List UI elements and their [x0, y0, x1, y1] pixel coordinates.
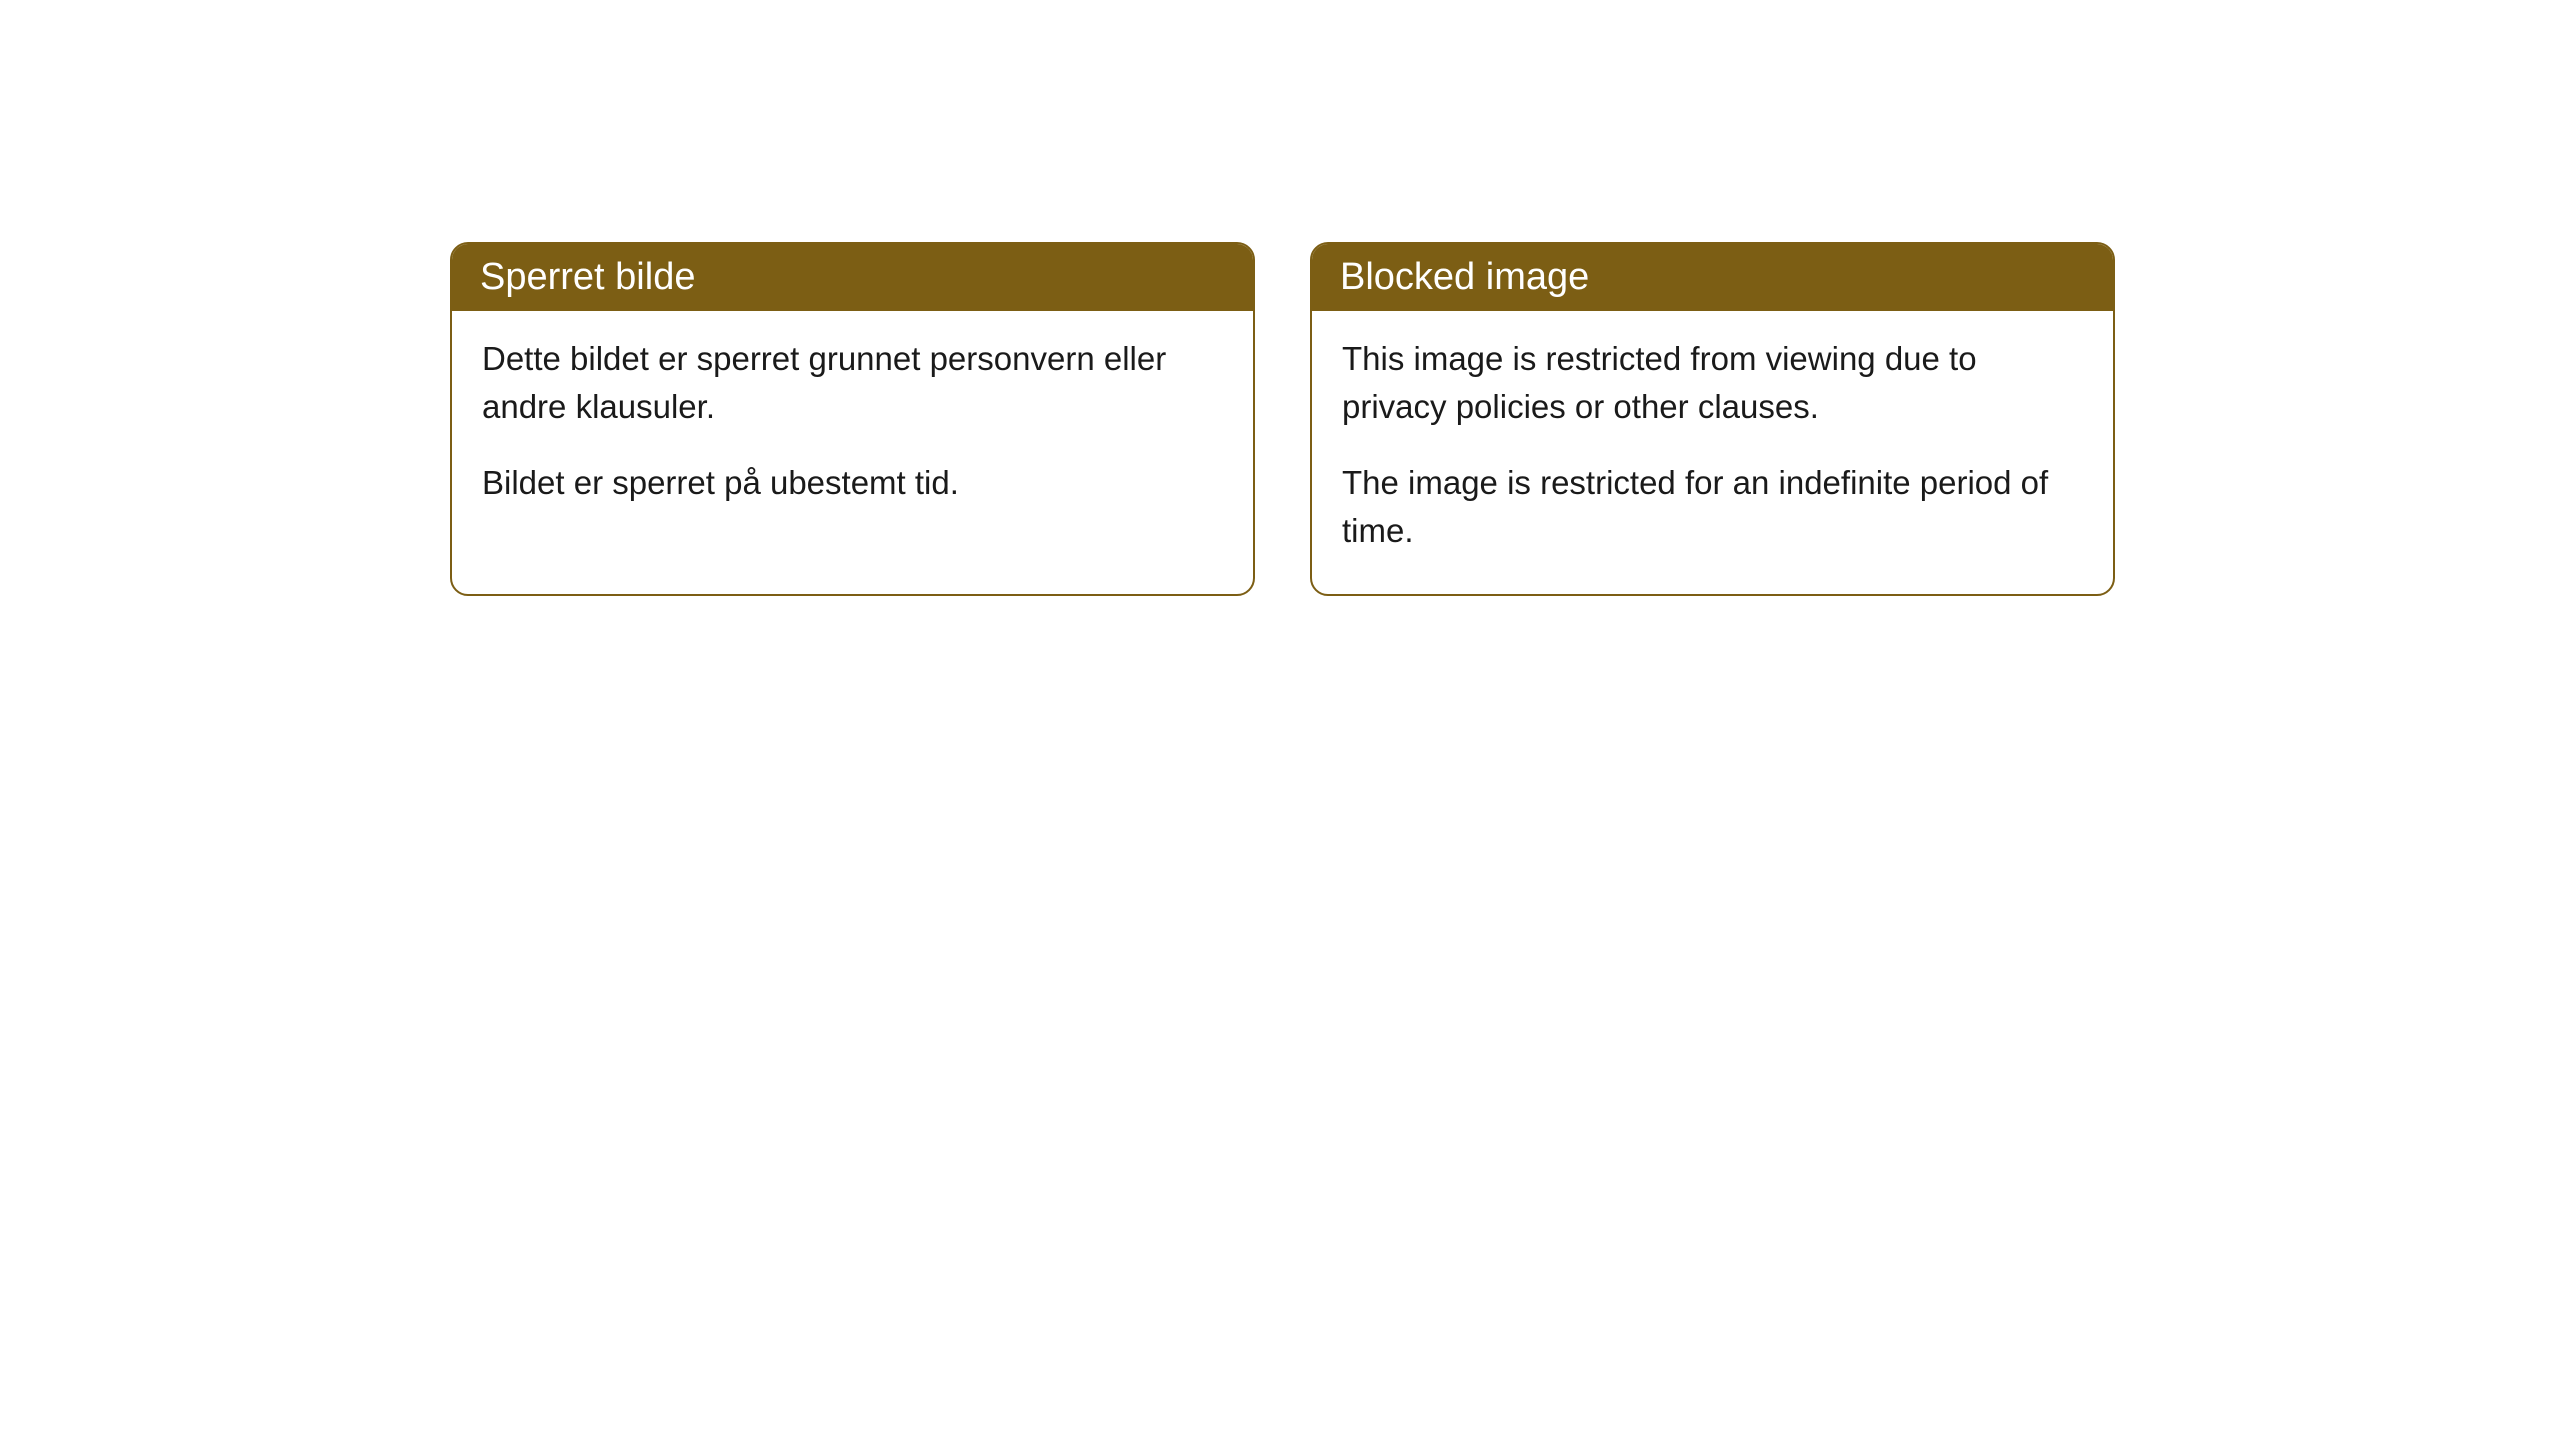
card-paragraph: Bildet er sperret på ubestemt tid. [482, 459, 1223, 507]
notice-cards-container: Sperret bilde Dette bildet er sperret gr… [450, 242, 2115, 596]
notice-card-english: Blocked image This image is restricted f… [1310, 242, 2115, 596]
card-header: Sperret bilde [452, 244, 1253, 311]
card-paragraph: Dette bildet er sperret grunnet personve… [482, 335, 1223, 431]
card-title: Sperret bilde [480, 256, 695, 298]
notice-card-norwegian: Sperret bilde Dette bildet er sperret gr… [450, 242, 1255, 596]
card-paragraph: The image is restricted for an indefinit… [1342, 459, 2083, 555]
card-header: Blocked image [1312, 244, 2113, 311]
card-body: Dette bildet er sperret grunnet personve… [452, 311, 1253, 547]
card-title: Blocked image [1340, 256, 1589, 298]
card-paragraph: This image is restricted from viewing du… [1342, 335, 2083, 431]
card-body: This image is restricted from viewing du… [1312, 311, 2113, 594]
